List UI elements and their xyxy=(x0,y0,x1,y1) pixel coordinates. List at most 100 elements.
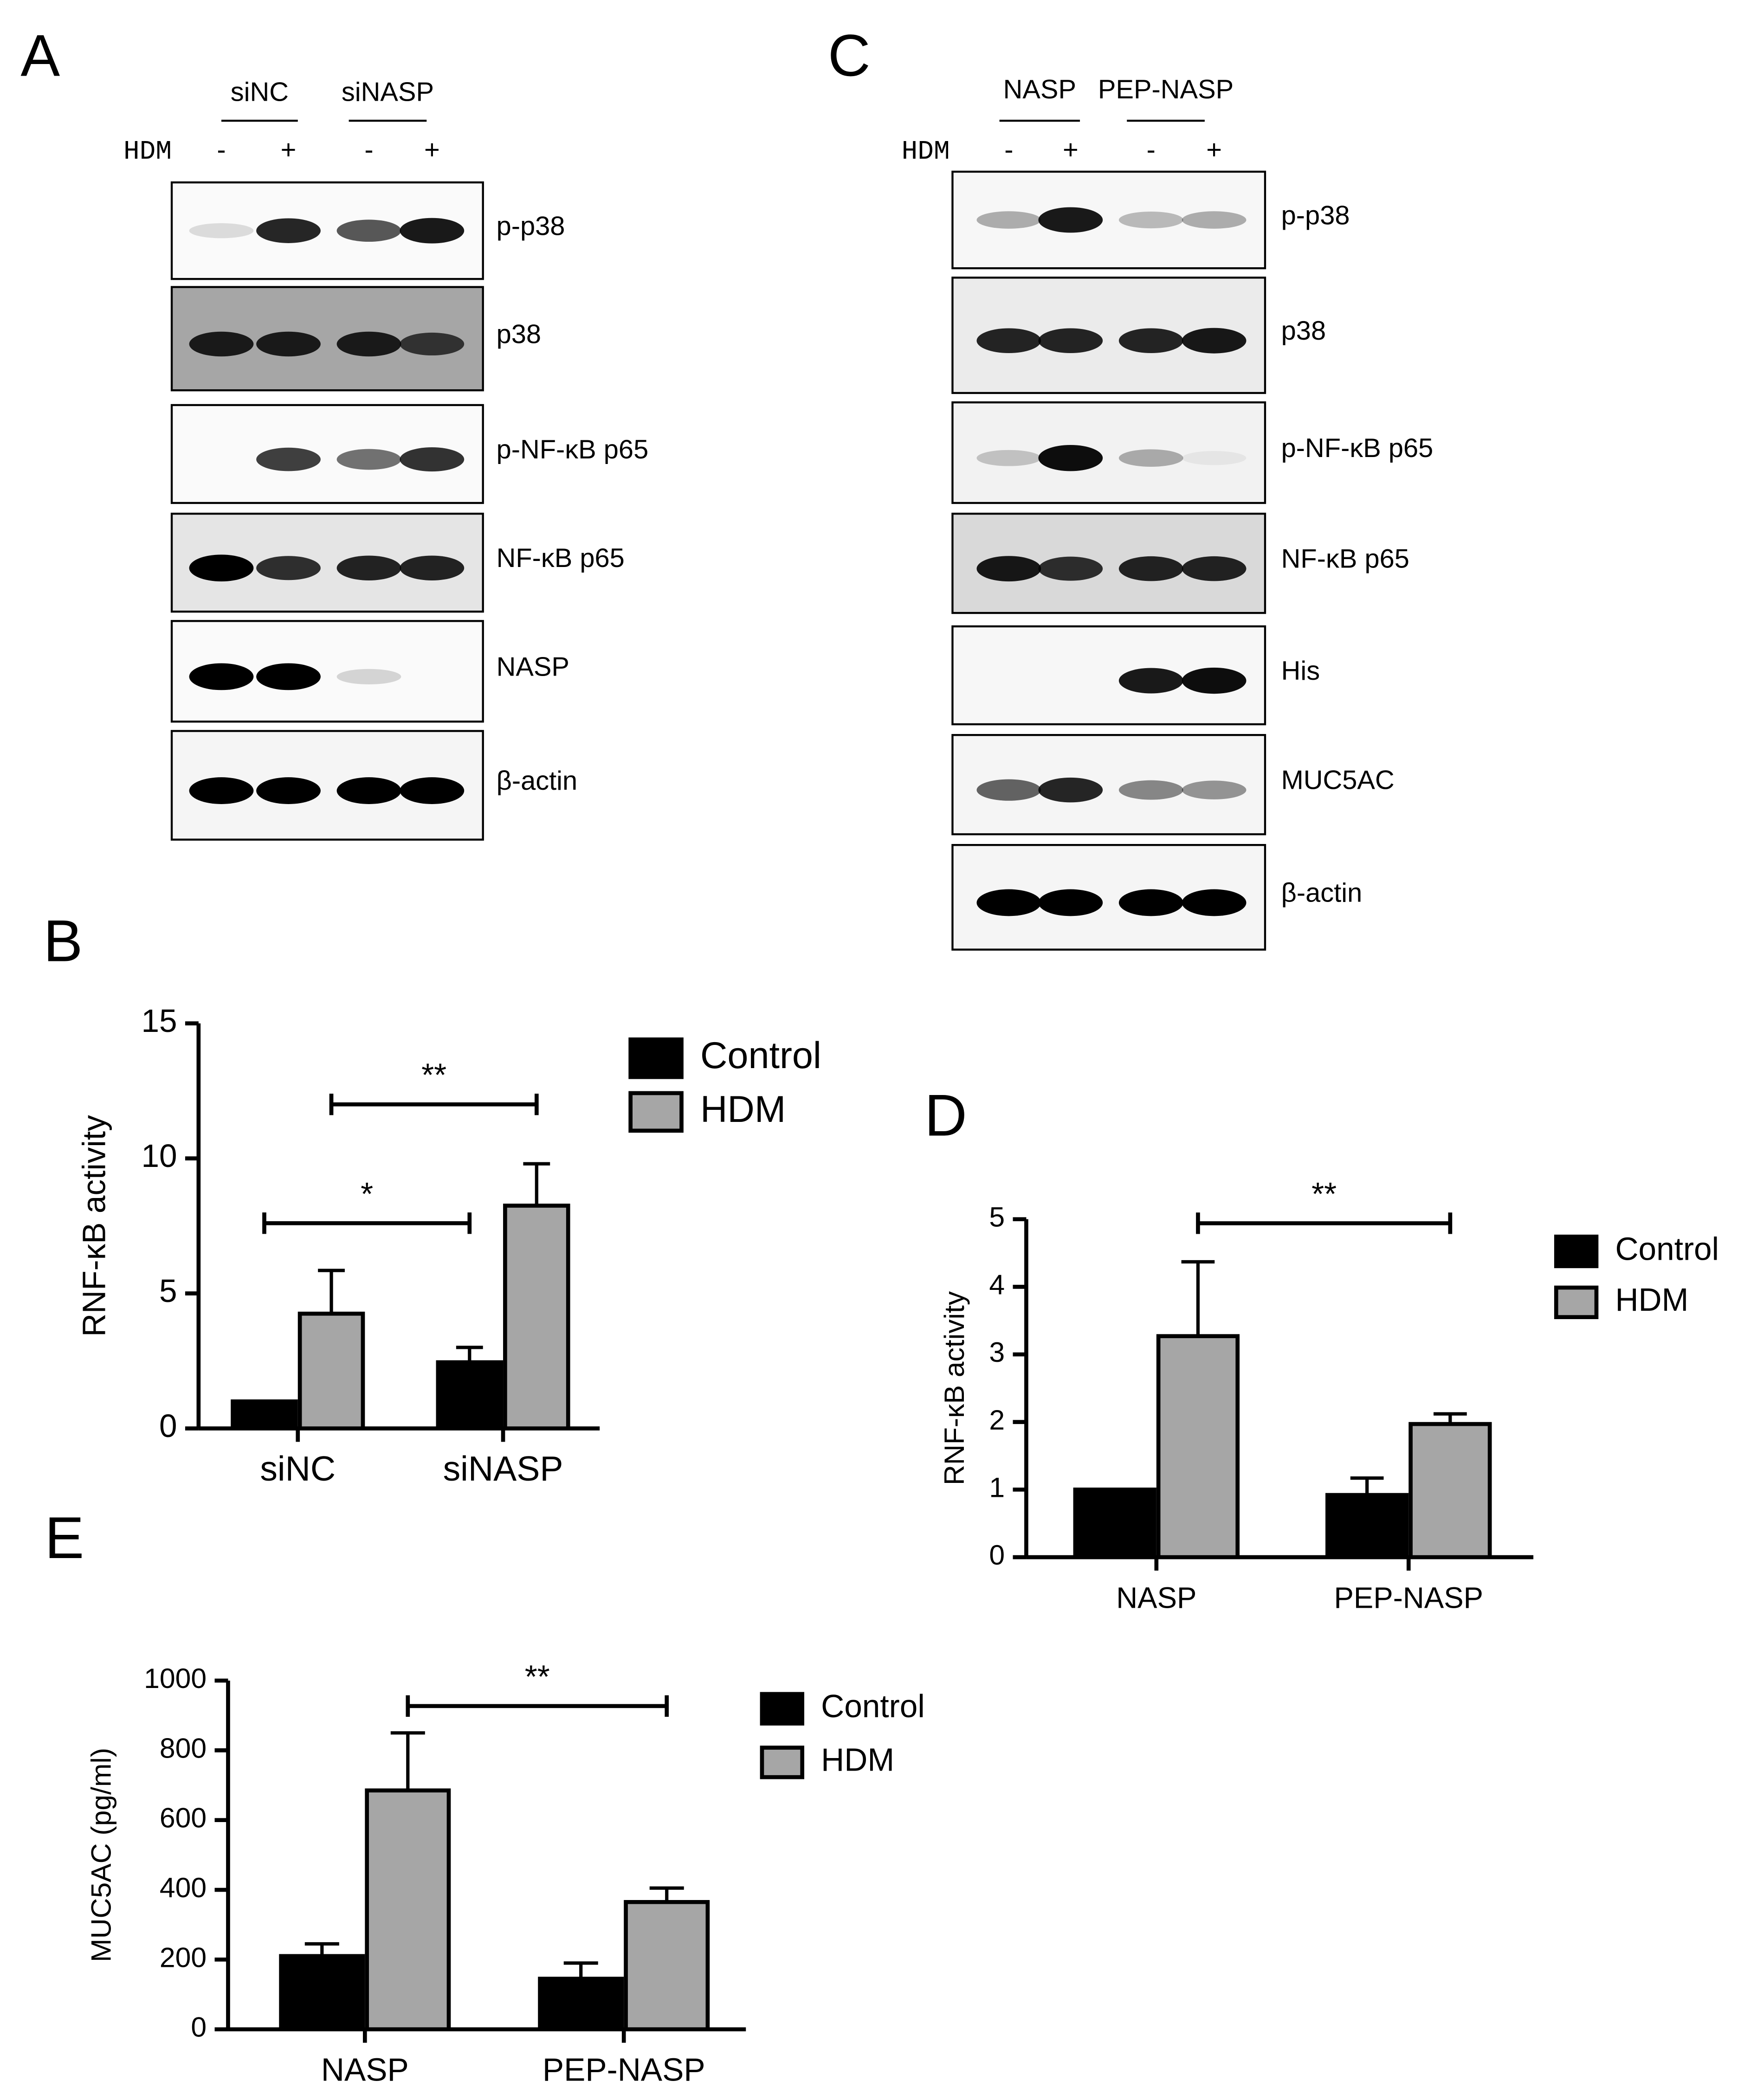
y-axis-label: RNF-κB activity xyxy=(76,1115,112,1337)
band-label: MUC5AC xyxy=(1281,766,1395,795)
lane-sign: + xyxy=(424,135,440,165)
blot-band xyxy=(336,449,401,470)
blot-row xyxy=(170,512,484,613)
y-tick-label: 600 xyxy=(160,1802,207,1834)
blot-band xyxy=(1182,667,1247,694)
group-label: siNASP xyxy=(342,77,434,107)
blot-band xyxy=(400,447,465,472)
legend-label: HDM xyxy=(821,1742,894,1778)
y-axis-label: RNF-κB activity xyxy=(938,1291,970,1485)
panel-letter: D xyxy=(924,1082,967,1148)
lane-sign: + xyxy=(1206,135,1222,165)
y-tick-label: 4 xyxy=(989,1269,1005,1300)
y-tick-label: 400 xyxy=(160,1872,207,1903)
blot-band xyxy=(256,556,321,580)
blot-row xyxy=(951,512,1266,614)
blot-band xyxy=(400,555,465,580)
legend-swatch xyxy=(1554,1285,1599,1320)
significance-label: ** xyxy=(421,1057,446,1093)
lane-sign: + xyxy=(281,135,297,165)
treatment-label: HDM xyxy=(123,137,172,167)
y-tick-label: 800 xyxy=(160,1732,207,1764)
blot-band xyxy=(1038,207,1103,233)
bar xyxy=(297,1311,365,1430)
y-tick-label: 2 xyxy=(989,1404,1005,1436)
blot-band xyxy=(1182,451,1247,465)
panel-letter: E xyxy=(45,1505,84,1571)
blot-row xyxy=(951,401,1266,504)
blot-band xyxy=(400,777,465,804)
legend-swatch xyxy=(1554,1234,1599,1269)
blot-box xyxy=(951,401,1266,504)
y-tick-label: 200 xyxy=(160,1941,207,1973)
x-tick-label: PEP-NASP xyxy=(543,2051,705,2087)
group-label: PEP-NASP xyxy=(1098,75,1234,104)
legend-label: Control xyxy=(1615,1230,1719,1267)
y-tick-label: 1000 xyxy=(144,1662,207,1694)
bar xyxy=(503,1204,570,1430)
blot-box xyxy=(170,620,484,723)
y-tick-label: 15 xyxy=(141,1003,177,1039)
bar xyxy=(624,1900,710,2031)
legend-label: HDM xyxy=(1615,1282,1688,1318)
band-label: p-NF-κB p65 xyxy=(1281,433,1434,463)
blot-band xyxy=(1038,444,1103,471)
legend-swatch xyxy=(628,1091,684,1133)
blot-band xyxy=(256,777,321,804)
y-tick-label: 0 xyxy=(159,1408,177,1444)
legend-swatch xyxy=(760,1692,805,1726)
blot-band xyxy=(336,669,401,684)
blot-band xyxy=(256,218,321,243)
blot-band xyxy=(1118,212,1183,229)
blot-band xyxy=(1118,556,1183,581)
legend-swatch xyxy=(760,1746,805,1779)
blot-band xyxy=(336,219,401,242)
blot-band xyxy=(1182,211,1247,229)
bar xyxy=(1156,1334,1240,1559)
blot-row xyxy=(951,277,1266,394)
significance-label: ** xyxy=(1311,1176,1337,1212)
legend-label: HDM xyxy=(700,1089,786,1130)
blot-band xyxy=(336,331,401,357)
blot-band xyxy=(1038,556,1103,581)
blot-band xyxy=(1038,328,1103,353)
blot-band xyxy=(336,555,401,580)
y-tick-label: 0 xyxy=(989,1539,1005,1571)
blot-row xyxy=(170,181,484,280)
band-label: p-NF-κB p65 xyxy=(497,435,649,464)
bar xyxy=(231,1399,298,1430)
band-label: His xyxy=(1281,656,1320,686)
blot-band xyxy=(1118,328,1183,353)
blot-band xyxy=(189,663,254,690)
treatment-label: HDM xyxy=(902,137,950,167)
y-tick-label: 5 xyxy=(159,1273,177,1309)
band-label: β-actin xyxy=(1281,878,1363,908)
x-tick-label: PEP-NASP xyxy=(1334,1581,1484,1614)
blot-row xyxy=(951,170,1266,270)
x-tick-label: siNASP xyxy=(443,1449,563,1488)
blot-band xyxy=(1038,777,1103,803)
panel-letter: B xyxy=(43,908,83,974)
blot-row xyxy=(170,404,484,504)
blot-band xyxy=(256,447,321,471)
band-label: NASP xyxy=(497,652,569,682)
blot-band xyxy=(400,332,465,356)
blot-band xyxy=(1038,889,1103,916)
blot-band xyxy=(189,331,254,357)
bar xyxy=(436,1360,504,1430)
blot-band xyxy=(976,779,1041,801)
lane-sign: - xyxy=(1004,135,1013,165)
blot-band xyxy=(976,450,1041,466)
y-tick-label: 5 xyxy=(989,1201,1005,1233)
blot-band xyxy=(256,331,321,357)
bar xyxy=(1073,1488,1156,1559)
band-label: NF-κB p65 xyxy=(1281,544,1409,574)
blot-band xyxy=(976,889,1041,916)
blot-row xyxy=(951,734,1266,836)
y-tick-label: 10 xyxy=(141,1138,177,1174)
bar xyxy=(279,1954,365,2031)
band-label: β-actin xyxy=(497,766,578,796)
blot-row xyxy=(951,844,1266,951)
blot-row xyxy=(170,730,484,841)
